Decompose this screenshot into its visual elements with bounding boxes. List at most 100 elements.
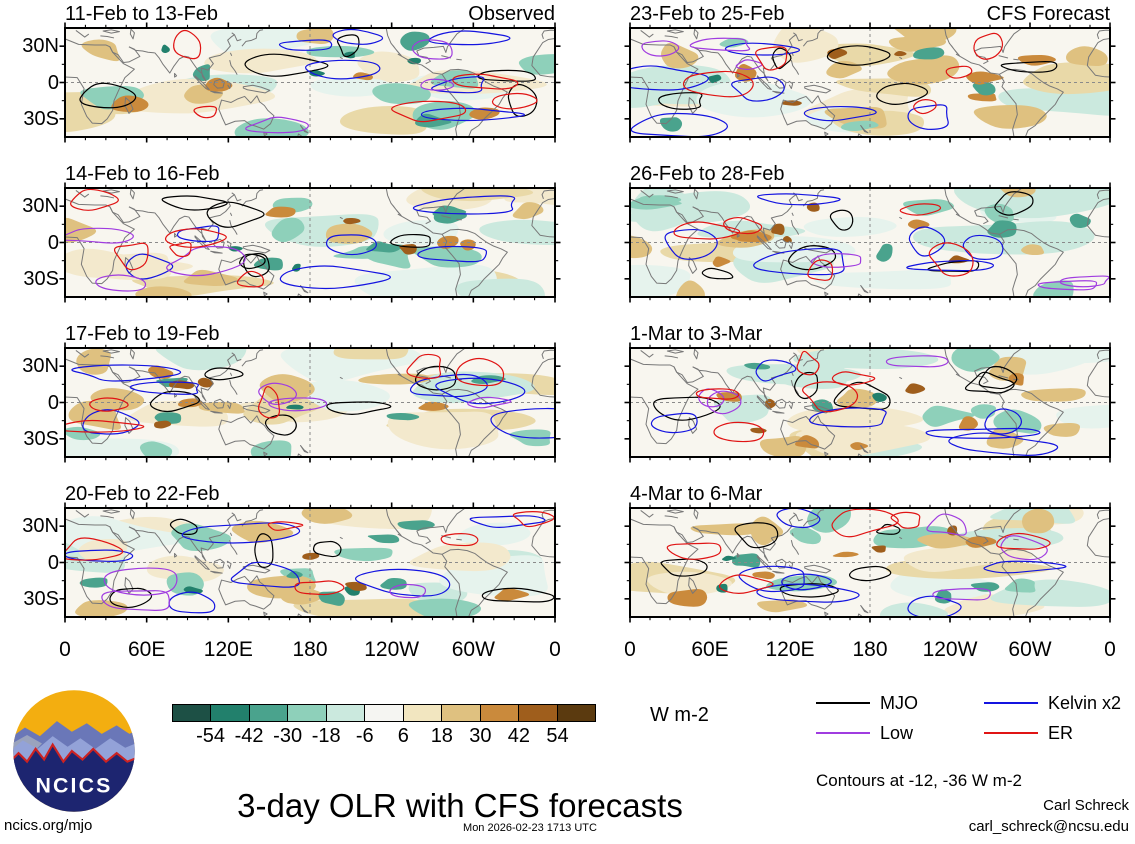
- colorbar-tick-label: -42: [234, 725, 264, 747]
- legend-swatch: [984, 702, 1038, 705]
- colorbar-segment: [173, 705, 212, 721]
- axis-tick-label-x: 0: [624, 638, 636, 661]
- olr-map-canvas: [630, 508, 1110, 617]
- panel-date-range: 17-Feb to 19-Feb: [65, 323, 220, 345]
- map-panel: 26-Feb to 28-Feb: [624, 162, 1116, 303]
- axis-tick-label-y: 30S: [23, 427, 59, 450]
- axis-tick-label-x: 120E: [765, 638, 815, 661]
- legend-label: MJO: [880, 693, 918, 713]
- figure-title: 3-day OLR with CFS forecasts: [237, 787, 683, 824]
- map-panel: 20-Feb to 22-Feb 30N 0 30S: [22, 482, 561, 623]
- olr-map: [630, 28, 1110, 137]
- colorbar-segment: [249, 705, 289, 721]
- axis-tick-label-x: 60E: [127, 638, 166, 661]
- x-axis-label-row: 0 60E 120E 180 120W 60W 0: [59, 638, 561, 664]
- olr-map: [65, 508, 555, 617]
- panel-date-range: 4-Mar to 6-Mar: [630, 483, 763, 505]
- colorbar-units: W m-2: [650, 704, 709, 726]
- column-label: Observed: [468, 3, 555, 25]
- olr-map-canvas: [65, 188, 555, 297]
- olr-map: [65, 348, 555, 457]
- logo-text: NCICS: [35, 774, 112, 798]
- legend-swatch: [816, 702, 870, 705]
- panel-date-range: 20-Feb to 22-Feb: [65, 483, 220, 505]
- colorbar-tick-label: -18: [311, 725, 341, 747]
- axis-tick-label-x: 60W: [451, 638, 495, 661]
- panel-date-range: 14-Feb to 16-Feb: [65, 163, 220, 185]
- x-axis-label-row: 0 60E 120E 180 120W 60W 0: [624, 638, 1116, 664]
- axis-tick-label-x: 0: [549, 638, 561, 661]
- map-panel: 1-Mar to 3-Mar: [624, 322, 1116, 463]
- colorbar-tick-label: 54: [546, 725, 569, 747]
- colorbar-tick-label: -6: [355, 725, 374, 747]
- panel-date-range: 1-Mar to 3-Mar: [630, 323, 763, 345]
- colorbar-tick-label: 42: [507, 725, 531, 747]
- axis-tick-label-x: 60W: [1008, 638, 1052, 661]
- colorbar-segment: [326, 705, 366, 721]
- colorbar-segment: [442, 705, 481, 721]
- axis-tick-label-y: 30N: [22, 355, 59, 378]
- colorbar-segment: [557, 705, 595, 721]
- legend-swatch: [816, 732, 870, 735]
- author-email: carl_schreck@ncsu.edu: [968, 818, 1129, 835]
- olr-map: [65, 188, 555, 297]
- axis-tick-label-y: 0: [47, 391, 59, 414]
- colorbar-tick-label: -30: [273, 725, 303, 747]
- map-panel: 23-Feb to 25-Feb CFS Forecast: [624, 2, 1116, 143]
- colorbar-segment: [365, 705, 404, 721]
- olr-map: [630, 188, 1110, 297]
- olr-map: [630, 508, 1110, 617]
- colorbar: [172, 704, 596, 722]
- axis-tick-label-x: 120E: [203, 638, 253, 661]
- axis-tick-label-y: 0: [47, 71, 59, 94]
- axis-tick-label-x: 120W: [364, 638, 420, 661]
- colorbar-segment: [211, 705, 250, 721]
- axis-tick-label-y: 0: [47, 231, 59, 254]
- axis-tick-label-y: 30S: [23, 267, 59, 290]
- map-panel: 17-Feb to 19-Feb 30N 0 30S: [22, 322, 561, 463]
- colorbar-segment: [403, 705, 443, 721]
- axis-tick-label-x: 180: [852, 638, 888, 661]
- legend-label: ER: [1048, 723, 1074, 743]
- olr-map-canvas: [630, 188, 1110, 297]
- olr-map: [65, 28, 555, 137]
- column-label: CFS Forecast: [986, 3, 1110, 25]
- colorbar-tick-label: 6: [397, 725, 409, 747]
- map-panel: 14-Feb to 16-Feb 30N 0 30S: [22, 162, 561, 303]
- map-panel: 11-Feb to 13-Feb Observed 30N 0 30S: [22, 2, 561, 143]
- axis-tick-label-y: 30N: [22, 195, 59, 218]
- map-panel: 4-Mar to 6-Mar: [624, 482, 1116, 623]
- legend-label: Kelvin x2: [1048, 693, 1122, 713]
- legend-item: MJO: [816, 692, 966, 714]
- axis-tick-label-x: 180: [292, 638, 328, 661]
- ncics-logo: NCICS: [13, 690, 135, 812]
- contour-levels-note: Contours at -12, -36 W m-2: [816, 771, 1022, 790]
- colorbar-labels: -54 -42 -30 -18 -6 6 18 30 42 54: [172, 725, 596, 749]
- axis-tick-label-x: 60E: [691, 638, 729, 661]
- axis-tick-label-y: 30N: [22, 35, 59, 58]
- legend-item: Kelvin x2: [984, 692, 1134, 714]
- contour-legend: MJO Kelvin x2 Low ER: [816, 692, 1135, 754]
- logo-red-ridgeline: [13, 742, 135, 764]
- website-text: ncics.org/mjo: [4, 817, 93, 834]
- timestamp: Mon 2026-02-23 1713 UTC: [463, 822, 597, 834]
- colorbar-segment: [288, 705, 327, 721]
- colorbar-tick-label: 18: [430, 725, 453, 747]
- axis-tick-label-y: 30N: [22, 515, 59, 538]
- colorbar-segment: [480, 705, 520, 721]
- legend-item: Low: [816, 722, 966, 744]
- legend-swatch: [984, 732, 1038, 735]
- colorbar-tick-label: -54: [196, 725, 225, 747]
- author-name: Carl Schreck: [1043, 797, 1129, 814]
- panel-date-range: 26-Feb to 28-Feb: [630, 163, 785, 185]
- axis-tick-label-y: 30S: [23, 587, 59, 610]
- colorbar-tick-label: 30: [469, 725, 492, 747]
- panel-date-range: 23-Feb to 25-Feb: [630, 3, 785, 25]
- legend-item: ER: [984, 722, 1134, 744]
- olr-map: [630, 348, 1110, 457]
- panel-date-range: 11-Feb to 13-Feb: [65, 3, 219, 25]
- legend-label: Low: [880, 723, 914, 743]
- axis-tick-label-y: 0: [47, 551, 59, 574]
- axis-tick-label-x: 0: [1104, 638, 1116, 661]
